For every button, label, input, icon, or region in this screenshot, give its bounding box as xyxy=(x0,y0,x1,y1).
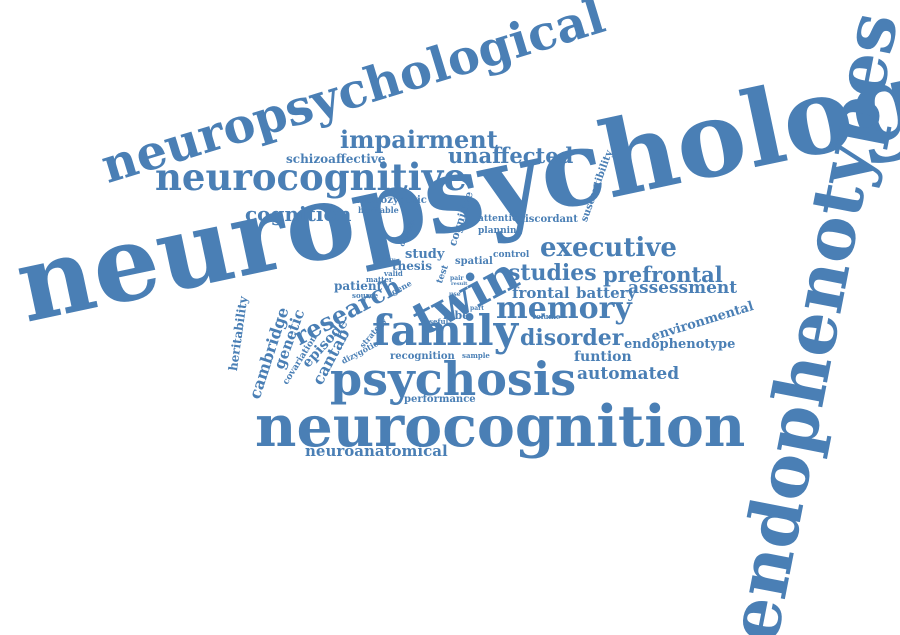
word: result xyxy=(451,281,468,287)
word: disorder xyxy=(520,325,624,351)
word: patient xyxy=(334,279,383,293)
word: studies xyxy=(508,260,597,286)
word: sample xyxy=(462,351,490,360)
word: neurocognition xyxy=(255,393,746,460)
word: assessment xyxy=(628,278,738,298)
word: study xyxy=(405,247,445,262)
word: attention xyxy=(478,214,525,224)
word: matter xyxy=(366,275,393,284)
word: useful xyxy=(424,317,449,326)
word: control xyxy=(493,250,530,260)
word: ability xyxy=(374,257,396,264)
word: monozygotic xyxy=(356,195,427,206)
word: source xyxy=(352,291,379,300)
word: psychosis xyxy=(330,352,577,406)
word: funtion xyxy=(574,349,632,365)
word: battery xyxy=(576,284,637,302)
word: executive xyxy=(540,233,677,263)
word: impairment xyxy=(340,125,498,154)
word: lobe xyxy=(443,309,470,322)
word: unaffected xyxy=(448,143,574,168)
word: planning xyxy=(478,226,523,236)
word: automated xyxy=(577,364,680,384)
word: thesis xyxy=(392,259,432,273)
word: frontal xyxy=(512,284,570,302)
word: heritable xyxy=(358,205,399,215)
word: valid xyxy=(384,269,403,278)
word: cognition xyxy=(245,202,352,226)
word: schizoaffective xyxy=(286,152,386,166)
word: performance xyxy=(404,394,476,405)
word: pair xyxy=(450,275,464,282)
word: neurocognitive xyxy=(155,155,467,199)
word: use xyxy=(449,291,461,298)
word: heritability xyxy=(226,295,251,372)
word: volume xyxy=(532,312,561,321)
word: endophenotype xyxy=(624,337,736,352)
word: spatial xyxy=(455,256,493,267)
word: family xyxy=(372,306,519,355)
word: prefrontal xyxy=(603,262,723,287)
word: discordant xyxy=(518,214,578,225)
word: part xyxy=(470,305,485,312)
word: neuroanatomical xyxy=(305,442,448,460)
word: recognition xyxy=(390,351,455,362)
word: memory xyxy=(496,291,632,326)
